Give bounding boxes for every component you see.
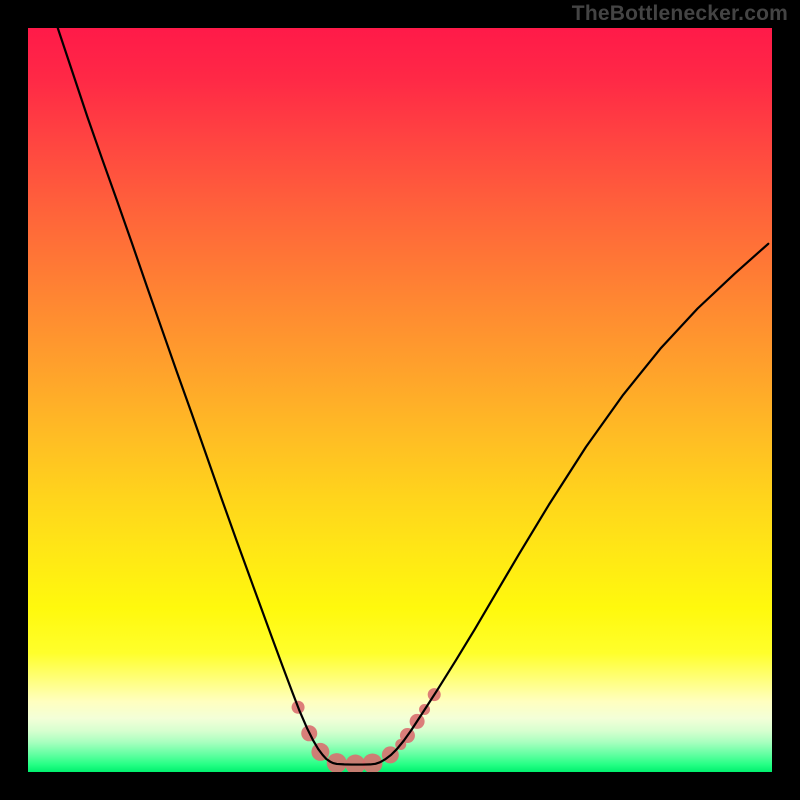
chart-frame: TheBottlenecker.com <box>0 0 800 800</box>
watermark-text: TheBottlenecker.com <box>572 2 788 26</box>
bottleneck-curve-chart <box>0 0 800 800</box>
plot-panel <box>28 28 772 772</box>
